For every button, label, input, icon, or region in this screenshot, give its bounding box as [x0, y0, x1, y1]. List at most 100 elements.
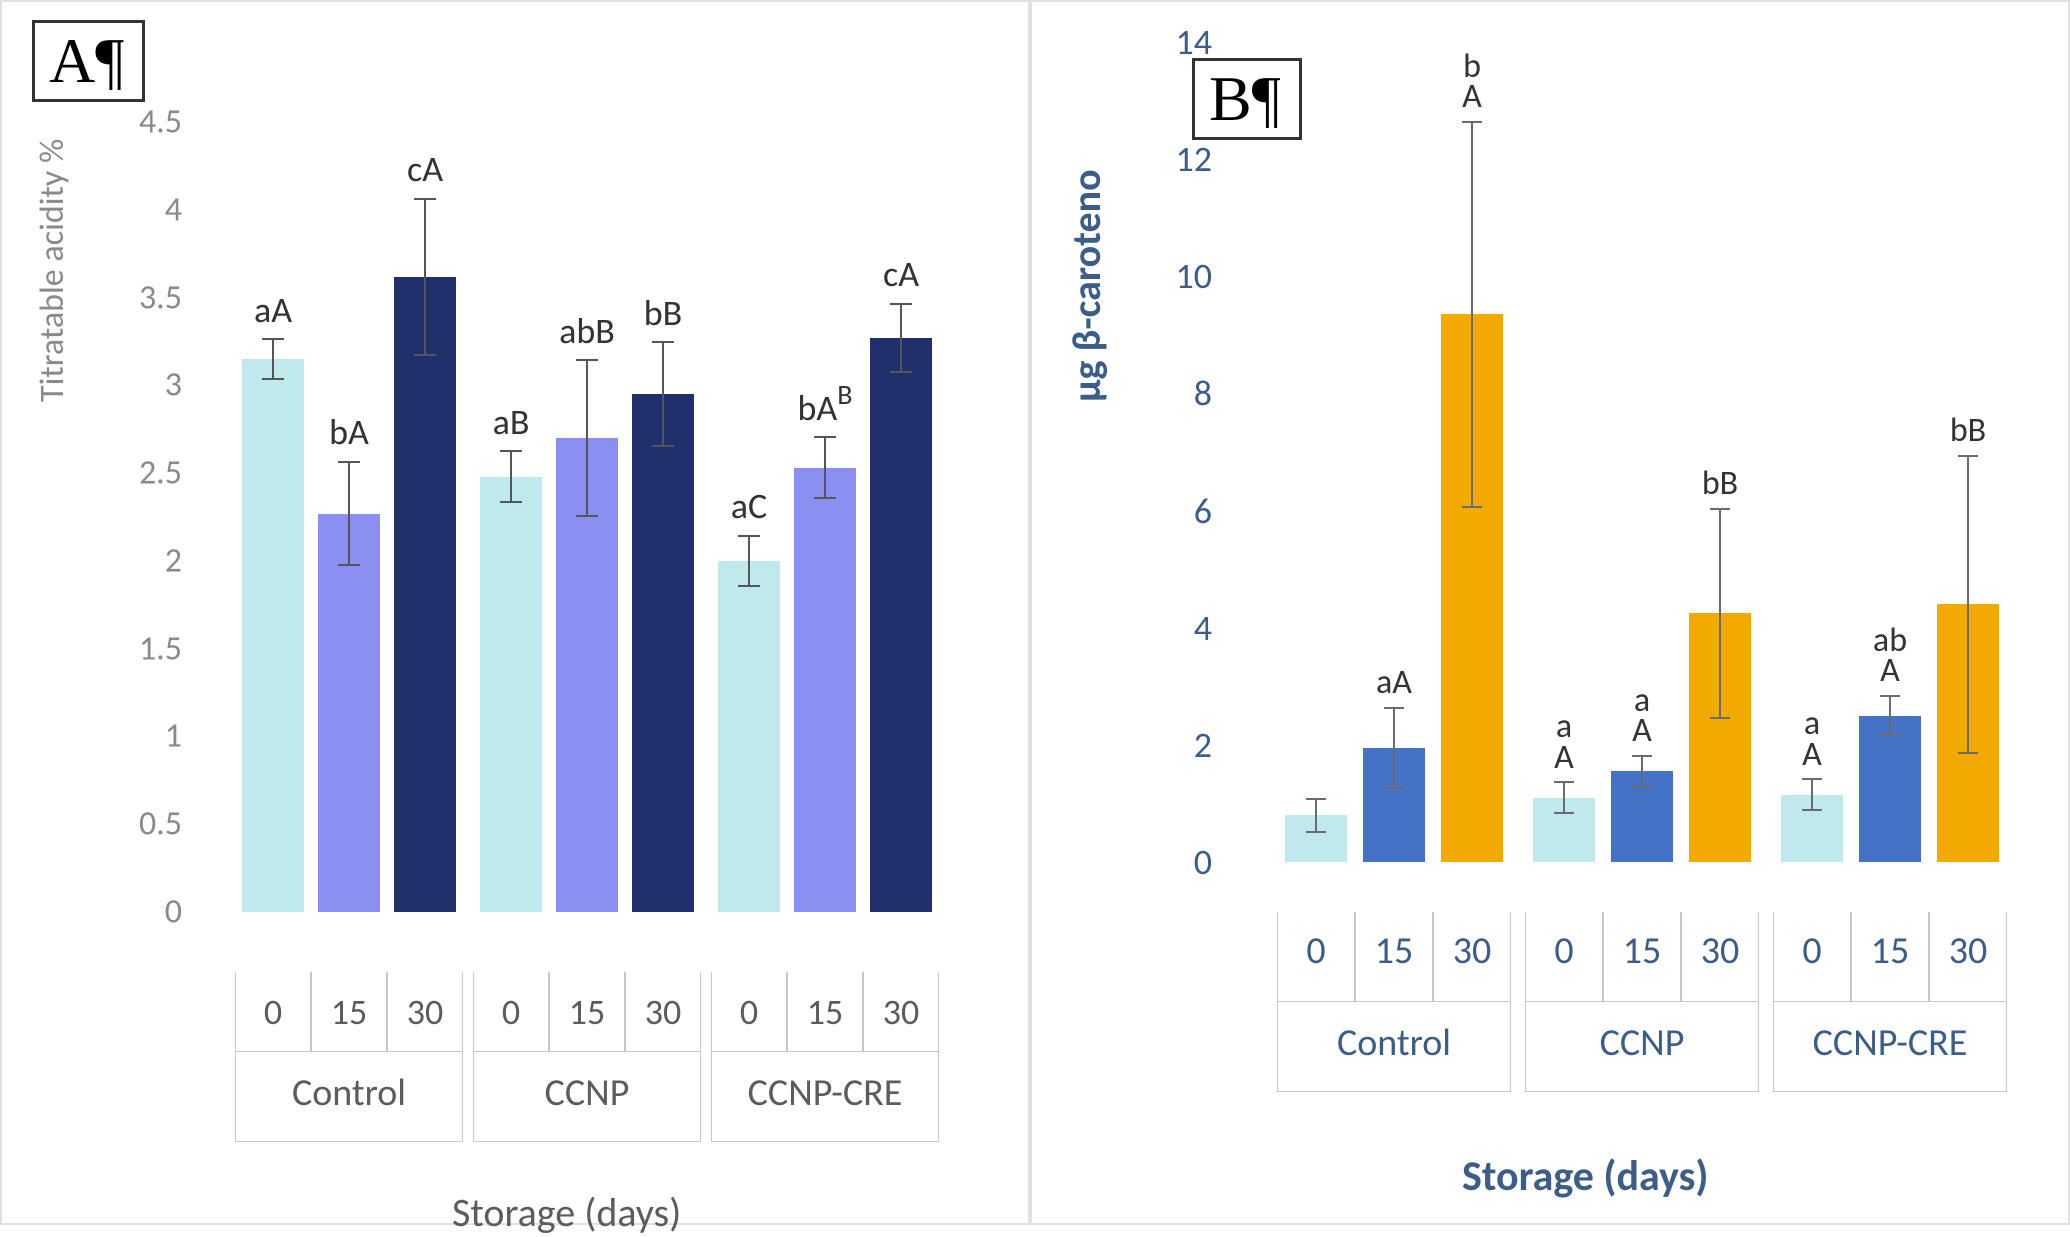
panel-a-label-text: A¶	[49, 25, 124, 96]
chart-a-x-cell: 0	[711, 972, 787, 1052]
chart-b-x-cell: 30	[1433, 912, 1511, 1002]
chart-a-sig-label: aC	[731, 490, 767, 522]
chart-a-x-axis: 01530Control01530CCNP01530CCNP-CRE	[192, 972, 982, 1202]
chart-b-bar	[1859, 716, 1921, 862]
chart-a-x-cell: 30	[387, 972, 463, 1052]
chart-b-error-bar	[1967, 455, 1969, 754]
chart-b-sig-label: bB	[1950, 416, 1986, 447]
chart-b-bars: aAbAaAaAbBaAabAbB	[1222, 42, 2042, 862]
chart-b-y-tick: 4	[1162, 606, 1212, 650]
chart-a-sig-label: aA	[254, 294, 292, 326]
chart-b-x-cell: 30	[1929, 912, 2007, 1002]
chart-b-bar	[1781, 795, 1843, 862]
chart-a-error-bar	[900, 303, 902, 373]
chart-a-bar	[794, 468, 856, 912]
chart-a-y-tick: 0	[122, 892, 182, 933]
chart-a-bar	[870, 338, 932, 912]
chart-b-error-bar	[1315, 798, 1317, 833]
chart-b-y-label: µg β-caroteno	[1062, 169, 1111, 402]
chart-a-bar	[632, 394, 694, 912]
chart-a-bar	[556, 438, 618, 912]
chart-b-sig-label: bB	[1702, 469, 1738, 500]
chart-a-y-tick: 2.5	[122, 453, 182, 494]
chart-a-error-bar	[748, 535, 750, 588]
chart-b-x-cell: 30	[1681, 912, 1759, 1002]
chart-b-sig-label: aA	[1376, 668, 1412, 699]
chart-a-x-cell: 15	[787, 972, 863, 1052]
chart-a-bar	[394, 277, 456, 913]
chart-a-sig-label: cA	[883, 258, 919, 290]
chart-b-sig-label: abA	[1873, 626, 1907, 687]
chart-b-bar	[1363, 748, 1425, 862]
chart-a-x-cell: 15	[311, 972, 387, 1052]
chart-a-y-tick: 4	[122, 189, 182, 230]
chart-b-error-bar	[1889, 695, 1891, 736]
chart-a-x-cell: 15	[549, 972, 625, 1052]
chart-b-error-bar	[1471, 121, 1473, 508]
chart-b-error-bar	[1563, 781, 1565, 814]
chart-a: Titratable acidity % 00.511.522.533.544.…	[152, 122, 982, 972]
chart-a-error-bar	[272, 338, 274, 380]
chart-a-error-bar	[510, 450, 512, 503]
chart-b-sig-label: aA	[1802, 709, 1822, 770]
chart-a-error-bar	[824, 436, 826, 499]
chart-b-bar	[1689, 613, 1751, 862]
chart-b-y-tick: 6	[1162, 489, 1212, 533]
panel-b: B¶ µg β-caroteno 02468101214 aAbAaAaAbBa…	[1030, 0, 2070, 1225]
chart-a-x-cell: 30	[625, 972, 701, 1052]
chart-a-error-bar	[662, 341, 664, 446]
chart-a-sig-label: bAB	[798, 392, 853, 424]
chart-b-bar	[1441, 314, 1503, 862]
chart-a-y-tick: 3.5	[122, 277, 182, 318]
chart-a-sig-label: cA	[407, 153, 443, 185]
chart-b-bar	[1533, 798, 1595, 862]
chart-a-bars: aA bA cA aB abB bB aC bAB cA	[192, 122, 982, 912]
chart-b-x-group: Control	[1277, 1002, 1511, 1092]
chart-a-sig-label: abB	[559, 315, 615, 347]
chart-b-x-axis: 01530Control01530CCNP01530CCNP-CRE	[1222, 912, 2042, 1152]
chart-b-x-title: Storage (days)	[1462, 1151, 1708, 1202]
chart-a-y-tick: 2	[122, 540, 182, 581]
panel-a-label: A¶	[32, 20, 145, 102]
chart-b-x-cell: 15	[1603, 912, 1681, 1002]
chart-a-y-tick: 4.5	[122, 102, 182, 143]
panel-b-label-text: B¶	[1209, 63, 1281, 134]
panel-b-label: B¶	[1192, 58, 1302, 140]
chart-a-y-label: Titratable acidity %	[32, 139, 73, 402]
chart-a-y-tick: 0.5	[122, 804, 182, 845]
chart-b-y-tick: 0	[1162, 840, 1212, 884]
chart-a-x-group: CCNP-CRE	[711, 1052, 939, 1142]
chart-a-y-tick: 1.5	[122, 628, 182, 669]
chart-b-x-cell: 0	[1525, 912, 1603, 1002]
chart-a-error-bar	[348, 461, 350, 566]
chart-b-error-bar	[1811, 778, 1813, 811]
chart-a-x-title: Storage (days)	[452, 1188, 681, 1237]
chart-b-error-bar	[1393, 707, 1395, 789]
panel-a: A¶ Titratable acidity % 00.511.522.533.5…	[0, 0, 1030, 1225]
chart-b-x-group: CCNP-CRE	[1773, 1002, 2007, 1092]
chart-a-bar	[318, 514, 380, 913]
chart-b-x-cell: 0	[1277, 912, 1355, 1002]
chart-b: µg β-caroteno 02468101214 aAbAaAaAbBaAab…	[1162, 42, 2042, 912]
chart-a-bar	[718, 561, 780, 912]
chart-a-bar	[242, 359, 304, 912]
chart-b-error-bar	[1641, 755, 1643, 788]
chart-b-y-tick: 2	[1162, 723, 1212, 767]
chart-a-x-group: Control	[235, 1052, 463, 1142]
chart-b-y-tick: 8	[1162, 371, 1212, 415]
chart-a-sig-label: aB	[493, 406, 530, 438]
chart-b-bar	[1611, 771, 1673, 862]
chart-a-bar	[480, 477, 542, 912]
chart-b-x-cell: 0	[1773, 912, 1851, 1002]
chart-b-x-cell: 15	[1851, 912, 1929, 1002]
chart-b-y-ticks: 02468101214	[1162, 42, 1212, 862]
chart-a-x-group: CCNP	[473, 1052, 701, 1142]
chart-b-sig-label: aA	[1554, 712, 1574, 773]
chart-a-sig-label: bA	[329, 416, 369, 448]
chart-b-sig-label: aA	[1632, 686, 1652, 747]
chart-a-sig-label: bB	[644, 297, 683, 329]
chart-b-x-cell: 15	[1355, 912, 1433, 1002]
chart-a-x-cell: 0	[235, 972, 311, 1052]
chart-a-error-bar	[424, 198, 426, 356]
chart-a-error-bar	[586, 359, 588, 517]
